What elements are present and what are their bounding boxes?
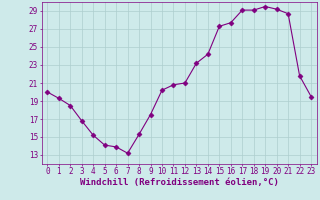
- X-axis label: Windchill (Refroidissement éolien,°C): Windchill (Refroidissement éolien,°C): [80, 178, 279, 187]
